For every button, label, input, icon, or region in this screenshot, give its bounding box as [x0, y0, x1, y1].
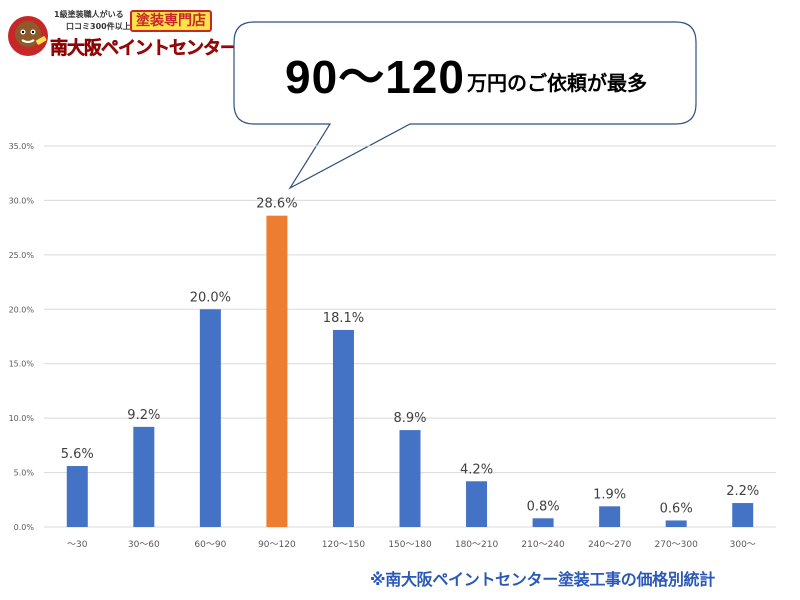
data-label: 20.0%	[190, 290, 231, 305]
bar	[133, 426, 155, 527]
x-tick-label: 90〜120	[258, 540, 296, 550]
logo-tagline-2: 口コミ300件以上の	[66, 22, 139, 31]
company-logo[interactable]: 1級塗装職人がいる 口コミ300件以上の 塗装専門店 南大阪ペイントセンター	[4, 4, 238, 62]
x-tick-label: 60〜90	[194, 540, 226, 550]
bar	[599, 506, 621, 527]
data-label: 1.9%	[593, 487, 626, 502]
data-label: 18.1%	[323, 311, 364, 326]
y-tick-label: 15.0%	[9, 360, 35, 369]
bar	[199, 309, 221, 527]
bubble-caption: 万円のご依頼が最多	[466, 70, 647, 95]
y-tick-label: 35.0%	[9, 142, 35, 151]
mascot-icon	[8, 16, 48, 56]
bar	[66, 466, 88, 527]
data-label: 28.6%	[256, 197, 297, 212]
y-tick-label: 5.0%	[14, 469, 35, 478]
source-note: ※南大阪ペイントセンター塗装工事の価格別統計	[370, 570, 715, 589]
bar	[399, 430, 421, 527]
y-tick-label: 10.0%	[9, 414, 35, 423]
data-label: 9.2%	[127, 408, 160, 423]
x-tick-label: 120〜150	[322, 540, 366, 550]
y-tick-label: 20.0%	[9, 305, 35, 314]
bar	[732, 503, 754, 527]
data-label: 2.2%	[726, 484, 759, 499]
y-tick-label: 30.0%	[9, 196, 35, 205]
bar	[466, 481, 488, 527]
x-tick-label: 〜30	[67, 540, 88, 550]
bar	[266, 215, 288, 527]
x-tick-label: 300〜	[730, 540, 756, 550]
data-label: 5.6%	[61, 447, 94, 462]
y-tick-label: 25.0%	[9, 251, 35, 260]
x-tick-label: 240〜270	[588, 540, 632, 550]
bubble-headline: 90〜120 万円のご依頼が最多	[236, 38, 696, 110]
x-tick-label: 270〜300	[655, 540, 699, 550]
data-label: 0.8%	[527, 499, 560, 514]
x-tick-label: 30〜60	[128, 540, 160, 550]
y-tick-label: 0.0%	[14, 523, 35, 532]
bubble-price-range: 90〜120	[285, 51, 465, 103]
logo-tagline-1: 1級塗装職人がいる	[54, 10, 124, 19]
logo-specialty-badge: 塗装専門店	[130, 10, 212, 32]
bar	[665, 520, 687, 527]
bar	[332, 329, 354, 527]
data-label: 8.9%	[393, 411, 426, 426]
data-label: 4.2%	[460, 462, 493, 477]
bar	[532, 518, 554, 527]
data-label: 0.6%	[660, 501, 693, 516]
x-tick-label: 210〜240	[521, 540, 565, 550]
logo-company-name: 南大阪ペイントセンター	[50, 38, 239, 60]
x-tick-label: 180〜210	[455, 540, 499, 550]
x-tick-label: 150〜180	[388, 540, 432, 550]
